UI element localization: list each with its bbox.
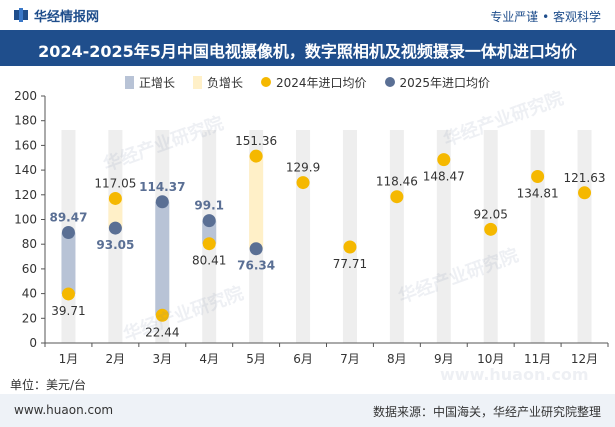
legend-label-2025: 2025年进口均价 [399,75,491,90]
category-column [577,130,592,343]
x-tick-label: 8月 [387,352,407,366]
point-2024 [531,170,545,184]
x-tick-label: 3月 [152,352,172,366]
title-bar: 2024-2025年5月中国电视摄像机，数字照相机及视频摄录一体机进口均价 [0,30,615,66]
footer: www.huaon.com 数据来源：中国海关，华经产业研究院整理 [0,394,615,427]
x-tick-label: 9月 [434,352,454,366]
category-column [483,130,498,343]
x-tick-label: 2月 [106,352,126,366]
data-label-2024: 117.05 [94,176,136,190]
data-label-2025: 89.47 [49,211,87,225]
y-tick-label: 40 [22,287,37,301]
x-tick-label: 10月 [477,352,504,366]
point-2024 [437,153,451,167]
y-tick-label: 100 [14,213,37,227]
data-label-2025: 99.1 [194,199,224,213]
point-2025 [202,214,216,228]
x-tick-label: 7月 [340,352,360,366]
data-label-2024: 148.47 [423,170,465,184]
point-2024 [155,308,169,322]
growth-bar-negative [108,198,123,229]
legend-item-2024: 2024年进口均价 [260,74,367,91]
growth-bar-positive [155,201,170,316]
x-tick-label: 12月 [571,352,598,366]
legend-label-2024: 2024年进口均价 [275,75,367,90]
top-bar: 华经情报网 专业严谨 • 客观科学 [0,0,615,30]
growth-bar-negative [249,156,264,249]
x-tick-label: 6月 [293,352,313,366]
y-tick-label: 80 [22,237,37,251]
y-tick-label: 160 [14,138,37,152]
y-tick-label: 20 [22,311,37,325]
point-2024 [202,237,216,251]
data-label-2024: 22.44 [145,325,179,339]
point-2024 [249,149,263,163]
data-label-2024: 39.71 [51,304,85,318]
legend-swatch-2024 [260,77,271,87]
point-2024 [296,176,310,190]
chart-area: 0 20 40 60 80 100 120 140 160 180 200 1月 2月 3月 4月 5月 6月 7… [14,89,609,366]
point-2024 [108,191,122,205]
x-tick-label: 4月 [199,352,219,366]
category-column [436,130,451,343]
chart-legend: 正增长 负增长 2024年进口均价 2025年进口均价 [0,71,615,93]
point-2024 [578,186,592,200]
data-label-2024: 129.9 [286,161,320,175]
category-column [530,130,545,343]
point-2025 [155,195,169,209]
data-label-2024: 134.81 [517,187,559,201]
tagline: 专业严谨 • 客观科学 [490,10,601,24]
y-tick-label: 0 [29,336,37,350]
data-label-2024: 121.63 [564,171,606,185]
point-2025 [108,221,122,235]
y-tick-label: 140 [14,163,37,177]
point-2024 [61,287,75,301]
x-tick-label: 5月 [246,352,266,366]
brand-logo-icon [14,8,28,22]
legend-label-positive: 正增长 [138,75,175,90]
brand[interactable]: 华经情报网 [14,7,100,25]
chart-title: 2024-2025年5月中国电视摄像机，数字照相机及视频摄录一体机进口均价 [38,42,577,61]
legend-item-negative: 负增长 [192,74,243,91]
growth-bar-positive [202,220,217,244]
point-2024 [390,190,404,204]
y-tick-label: 200 [14,89,37,103]
footer-site-link[interactable]: www.huaon.com [14,403,114,417]
data-label-2024: 151.36 [235,134,277,148]
data-label-2024: 80.41 [192,254,226,268]
legend-swatch-2025 [384,77,395,87]
growth-bar-positive [61,232,76,294]
category-column [108,130,123,343]
brand-name: 华经情报网 [34,9,100,25]
legend-swatch-negative [192,75,202,89]
data-label-2025: 76.34 [237,259,275,273]
data-label-2025: 93.05 [96,238,134,252]
point-2024 [343,240,357,254]
y-tick-label: 180 [14,114,37,128]
footer-source: 数据来源：中国海关，华经产业研究院整理 [372,405,601,419]
unit-label: 单位：美元/台 [10,378,87,392]
legend-item-2025: 2025年进口均价 [384,74,491,91]
x-tick-label: 11月 [524,352,551,366]
data-label-2024: 118.46 [376,175,418,189]
data-label-2025: 114.37 [139,180,185,194]
legend-label-negative: 负增长 [206,75,243,90]
x-tick-label: 1月 [59,352,79,366]
y-tick-label: 120 [14,188,37,202]
category-column [342,130,357,343]
legend-swatch-positive [124,75,134,89]
data-label-2024: 77.71 [333,257,367,271]
data-label-2024: 92.05 [474,207,508,221]
category-column [389,130,404,343]
legend-item-positive: 正增长 [124,74,175,91]
point-2025 [249,242,263,256]
point-2024 [484,222,498,236]
y-tick-label: 60 [22,262,37,276]
point-2025 [61,226,75,240]
